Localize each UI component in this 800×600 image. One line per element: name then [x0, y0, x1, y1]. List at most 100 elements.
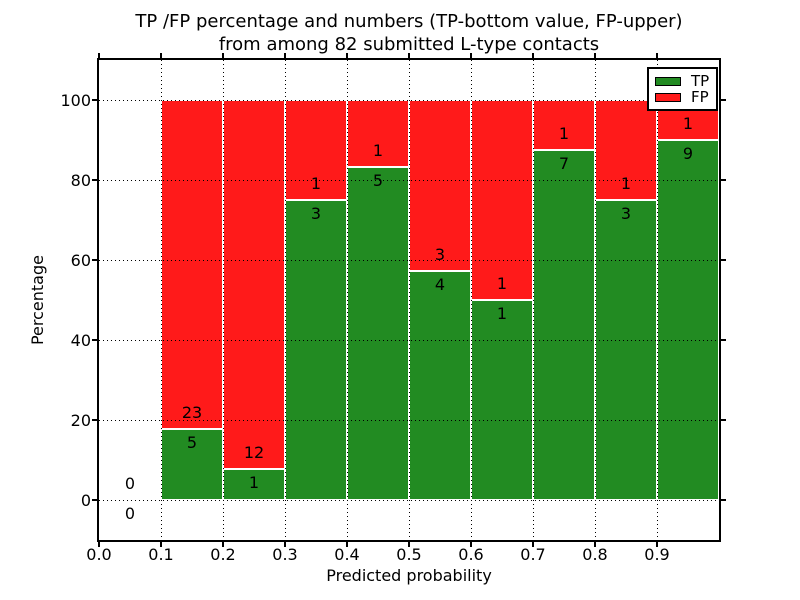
chart-title-line2: from among 82 submitted L-type contacts [218, 34, 600, 55]
gridline-vertical [223, 60, 224, 540]
y-tick-mark [92, 179, 97, 181]
y-tick-mark-right [721, 419, 726, 421]
x-tick-mark-top [98, 53, 100, 58]
x-tick-mark-top [594, 53, 596, 58]
legend-entry-fp: FP [655, 89, 710, 105]
bar-tp-segment [471, 300, 533, 500]
x-tick-mark-top [222, 53, 224, 58]
y-tick-label: 80 [70, 170, 91, 190]
x-tick-label: 0.9 [644, 545, 670, 564]
y-tick-mark-right [721, 259, 726, 261]
x-tick-mark-top [284, 53, 286, 58]
bar-tp-segment [285, 200, 347, 500]
tp-count-label: 3 [310, 204, 322, 223]
gridline-vertical [471, 60, 472, 540]
y-tick-label: 100 [60, 90, 91, 110]
tp-count-label: 4 [434, 275, 446, 295]
x-tick-mark [532, 542, 534, 547]
gridline-vertical [657, 60, 658, 540]
y-tick-mark [92, 339, 97, 341]
x-tick-mark-top [346, 53, 348, 58]
x-axis-label: Predicted probability [326, 566, 492, 585]
y-axis-label: Percentage [28, 255, 47, 346]
y-tick-mark [92, 99, 97, 101]
x-tick-label: 0.6 [458, 545, 484, 564]
legend-swatch-tp [655, 76, 681, 86]
x-tick-label: 0.3 [272, 545, 298, 564]
fp-count-label: 0 [124, 474, 136, 493]
gridline-vertical [595, 60, 596, 540]
x-tick-mark [408, 542, 410, 547]
y-tick-label: 20 [70, 410, 91, 430]
x-tick-mark-top [532, 53, 534, 58]
legend-label: TP [691, 71, 710, 90]
tp-count-label: 1 [248, 473, 260, 493]
x-tick-mark [470, 542, 472, 547]
tp-count-label: 7 [558, 154, 570, 173]
bar-tp-segment [595, 200, 657, 500]
tp-count-label: 1 [496, 304, 508, 323]
gridline-vertical [161, 60, 162, 540]
y-tick-label: 60 [70, 250, 91, 270]
gridline-vertical [409, 60, 410, 540]
bar-fp-segment [285, 100, 347, 200]
bar-fp-segment [223, 100, 285, 470]
y-tick-label: 40 [70, 330, 91, 350]
tp-count-label: 9 [682, 144, 694, 163]
y-tick-mark-right [721, 179, 726, 181]
bar-tp-segment [657, 140, 719, 500]
bar-tp-segment [223, 469, 285, 500]
x-tick-mark [160, 542, 162, 547]
y-tick-mark [92, 499, 97, 501]
x-tick-mark [346, 542, 348, 547]
x-tick-mark-top [656, 53, 658, 58]
x-tick-label: 0.5 [396, 545, 422, 564]
fp-count-label: 1 [558, 124, 570, 143]
gridline-vertical [347, 60, 348, 540]
x-tick-label: 0.1 [148, 545, 174, 564]
gridline-vertical [285, 60, 286, 540]
fp-count-label: 12 [243, 443, 265, 463]
bar-tp-segment [347, 166, 409, 500]
x-tick-label: 0.8 [582, 545, 608, 564]
tp-count-label: 0 [124, 504, 136, 523]
x-tick-label: 0.4 [334, 545, 360, 564]
x-tick-mark-top [160, 53, 162, 58]
fp-count-label: 3 [434, 245, 446, 265]
x-tick-mark [656, 542, 658, 547]
tp-count-label: 5 [186, 432, 198, 452]
x-tick-label: 0.7 [520, 545, 546, 564]
y-tick-mark-right [721, 339, 726, 341]
bar-tp-segment [161, 428, 223, 500]
fp-count-label: 1 [310, 174, 322, 193]
x-tick-label: 0.0 [86, 545, 112, 564]
tp-count-label: 3 [620, 204, 632, 223]
bar-fp-segment [161, 100, 223, 429]
x-tick-mark [222, 542, 224, 547]
fp-count-label: 1 [620, 174, 632, 193]
tp-count-label: 5 [372, 170, 384, 190]
y-tick-mark-right [721, 99, 726, 101]
y-tick-mark [92, 419, 97, 421]
x-tick-mark-top [470, 53, 472, 58]
legend-entry-tp: TP [655, 73, 710, 89]
chart-title-line1: TP /FP percentage and numbers (TP-bottom… [135, 11, 683, 32]
fp-count-label: 1 [372, 140, 384, 160]
x-tick-mark [98, 542, 100, 547]
gridline-vertical [533, 60, 534, 540]
fp-count-label: 1 [496, 274, 508, 293]
legend-swatch-fp [655, 92, 681, 102]
bar-fp-segment [595, 100, 657, 200]
x-tick-mark [594, 542, 596, 547]
bar-fp-segment [471, 100, 533, 300]
x-tick-mark-top [408, 53, 410, 58]
x-tick-label: 0.2 [210, 545, 236, 564]
y-tick-label: 0 [80, 490, 91, 510]
bar-tp-segment [533, 150, 595, 500]
y-tick-mark-right [721, 499, 726, 501]
y-tick-mark [92, 259, 97, 261]
fp-count-label: 1 [682, 114, 694, 133]
legend-label: FP [691, 87, 709, 106]
x-tick-mark [284, 542, 286, 547]
